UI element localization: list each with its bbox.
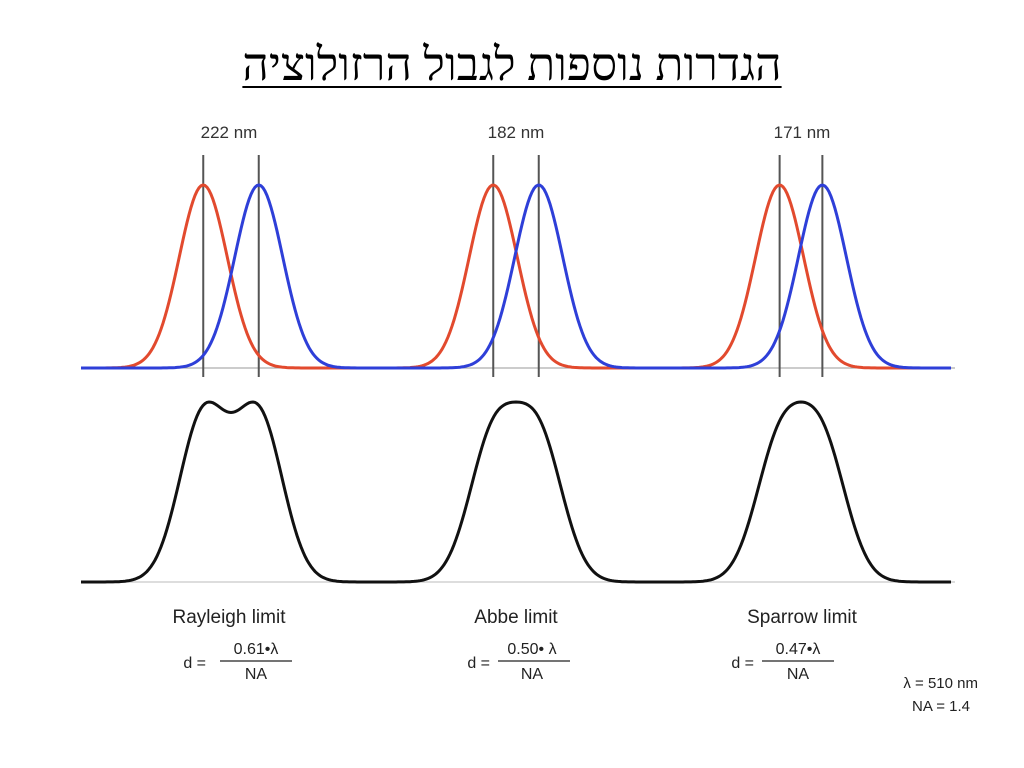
formula-lhs: d = — [183, 655, 206, 672]
formula-abbe: d = 0.50• λ NA — [467, 641, 570, 683]
summed-intensity-curve — [81, 400, 381, 584]
formula-numerator: 0.47•λ — [776, 641, 821, 658]
summed-intensity-curve — [366, 400, 666, 584]
limit-name-sparrow: Sparrow limit — [747, 607, 858, 628]
summed-intensity-curve — [651, 400, 951, 584]
psf-curve-blue — [81, 183, 381, 370]
psf-curve-blue — [366, 183, 666, 370]
formula-denominator: NA — [245, 666, 268, 683]
formula-numerator: 0.50• λ — [507, 641, 556, 658]
page-title: הגדרות נוספות לגבול הרזולוציה — [242, 39, 782, 90]
formula-rayleigh: d = 0.61•λ NA — [183, 641, 292, 683]
psf-curve-red — [366, 183, 666, 370]
formula-numerator: 0.61•λ — [234, 641, 279, 658]
psf-curve-red — [651, 183, 951, 370]
formula-denominator: NA — [521, 666, 544, 683]
separation-label-rayleigh: 222 nm — [201, 123, 258, 142]
formula-lhs: d = — [467, 655, 490, 672]
na-param: NA = 1.4 — [912, 698, 970, 715]
wavelength-param: λ = 510 nm — [903, 675, 978, 692]
formula-sparrow: d = 0.47•λ NA — [731, 641, 834, 683]
psf-curve-blue — [651, 183, 951, 370]
formula-denominator: NA — [787, 666, 810, 683]
formula-lhs: d = — [731, 655, 754, 672]
separation-label-abbe: 182 nm — [488, 123, 545, 142]
limit-name-abbe: Abbe limit — [474, 607, 558, 628]
limit-name-rayleigh: Rayleigh limit — [173, 607, 287, 628]
separation-label-sparrow: 171 nm — [774, 123, 831, 142]
